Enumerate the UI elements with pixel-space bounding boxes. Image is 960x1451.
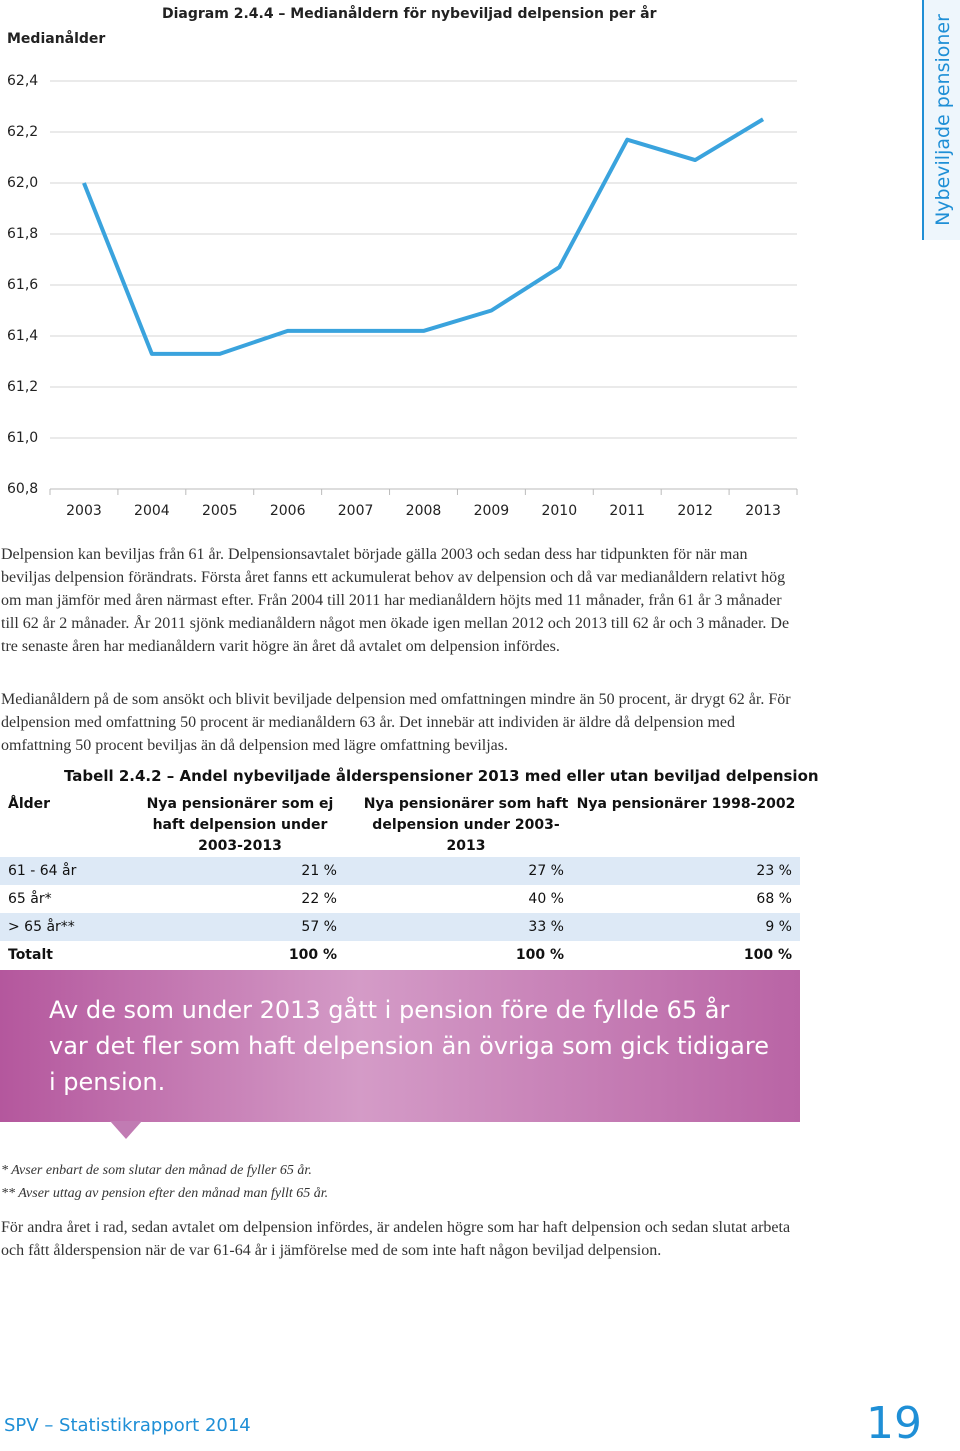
y-tick-label: 62,0 [7, 175, 38, 191]
y-tick-label: 61,8 [7, 226, 38, 242]
callout-pointer [110, 1121, 142, 1139]
page-number: 19 [866, 1398, 922, 1449]
x-tick-label: 2008 [406, 503, 442, 519]
cell: 57 % [130, 913, 345, 941]
paragraph: För andra året i rad, sedan avtalet om d… [1, 1219, 791, 1259]
cell: 9 % [572, 913, 800, 941]
x-tick-label: 2009 [474, 503, 510, 519]
cell: 100 % [743, 947, 792, 963]
x-tick-label: 2013 [745, 503, 781, 519]
cell: Totalt [8, 947, 53, 963]
cell: 23 % [572, 857, 800, 885]
side-tab: Nybeviljade pensioner [922, 0, 960, 240]
x-tick-label: 2012 [677, 503, 713, 519]
cell: 21 % [130, 857, 345, 885]
header-cell: Ålder [8, 796, 51, 812]
callout-text: Av de som under 2013 gått i pension före… [49, 996, 769, 1096]
cell: 33 % [345, 913, 572, 941]
y-tick-label: 60,8 [7, 481, 38, 497]
x-tick-label: 2010 [541, 503, 577, 519]
y-tick-label: 62,2 [7, 124, 38, 140]
y-tick-label: 61,2 [7, 379, 38, 395]
x-tick-label: 2003 [66, 503, 102, 519]
table-row: > 65 år** 57 % 33 % 9 % [0, 913, 800, 941]
table: Ålder Nya pensionärer som ej haft delpen… [0, 794, 800, 969]
side-tab-text: Nybeviljade pensioner [932, 14, 954, 226]
cell: 22 % [301, 891, 337, 907]
y-tick-label: 62,4 [7, 73, 38, 89]
cell: 65 år* [8, 891, 52, 907]
callout: Av de som under 2013 gått i pension före… [0, 970, 800, 1122]
header-cell: Nya pensionärer som ej haft delpension u… [146, 796, 334, 854]
cell: > 65 år** [0, 913, 130, 941]
chart-title: Diagram 2.4.4 – Medianåldern för nybevil… [162, 5, 657, 22]
table-row: Totalt 100 % 100 % 100 % [0, 941, 800, 969]
cell: 100 % [288, 947, 337, 963]
paragraph: Medianåldern på de som ansökt och blivit… [1, 691, 791, 754]
cell: 100 % [515, 947, 564, 963]
x-tick-label: 2011 [609, 503, 645, 519]
paragraph: Delpension kan beviljas från 61 år. Delp… [1, 546, 790, 655]
table-row: 61 - 64 år 21 % 27 % 23 % [0, 857, 800, 885]
table-header: Ålder Nya pensionärer som ej haft delpen… [0, 794, 800, 857]
table-caption: Tabell 2.4.2 – Andel nybeviljade åldersp… [64, 767, 819, 785]
footnote: ** Avser uttag av pension efter den måna… [1, 1186, 329, 1201]
cell: 27 % [345, 857, 572, 885]
chart: Medianålder Diagram 2.4.4 – Medianåldern… [7, 5, 798, 519]
data-line [82, 117, 765, 356]
x-tick-label: 2005 [202, 503, 238, 519]
x-tick-label: 2004 [134, 503, 170, 519]
y-tick-label: 61,4 [7, 328, 38, 344]
y-axis-label: Medianålder [7, 30, 105, 47]
cell: 61 - 64 år [0, 857, 130, 885]
y-tick-label: 61,0 [7, 430, 38, 446]
header-cell: Nya pensionärer 1998-2002 [576, 796, 796, 812]
x-tick-label: 2007 [338, 503, 374, 519]
cell: 40 % [528, 891, 564, 907]
cell: 68 % [756, 891, 792, 907]
x-tick-label: 2006 [270, 503, 306, 519]
header-cell: Nya pensionärer som haft delpension unde… [363, 796, 569, 854]
footnote: * Avser enbart de som slutar den månad d… [1, 1163, 312, 1178]
footer-publication: SPV – Statistikrapport 2014 [4, 1415, 251, 1436]
table-row: 65 år* 22 % 40 % 68 % [0, 885, 800, 913]
y-tick-label: 61,6 [7, 277, 38, 293]
